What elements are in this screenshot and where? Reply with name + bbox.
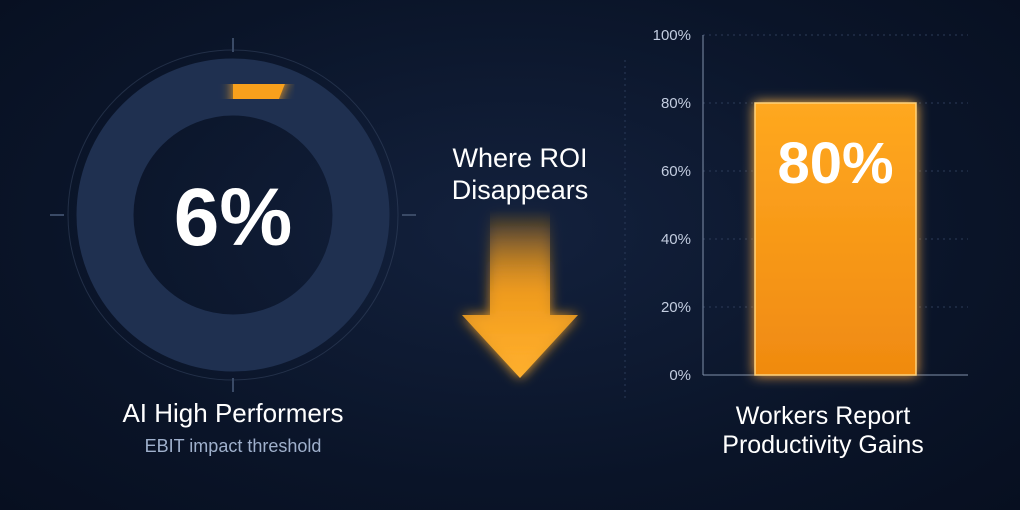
y-tick-label: 0%	[669, 367, 691, 384]
donut-segment	[232, 58, 291, 123]
value-label: 6%	[174, 172, 293, 263]
bar	[754, 102, 917, 376]
donut-subtitle: EBIT impact threshold	[144, 436, 322, 456]
y-tick-label: 20%	[661, 299, 691, 316]
value-label: 80%	[777, 131, 893, 196]
donut-title: AI High Performers	[122, 398, 344, 428]
y-tick-label: 80%	[661, 95, 691, 112]
y-tick-label: 60%	[661, 163, 691, 180]
y-tick-label: 100%	[653, 27, 691, 44]
annotation: Where ROI Disappears	[451, 143, 589, 205]
arrow	[462, 210, 578, 378]
bar-title: Workers Report Productivity Gains	[722, 402, 924, 459]
y-tick-label: 40%	[661, 231, 691, 248]
